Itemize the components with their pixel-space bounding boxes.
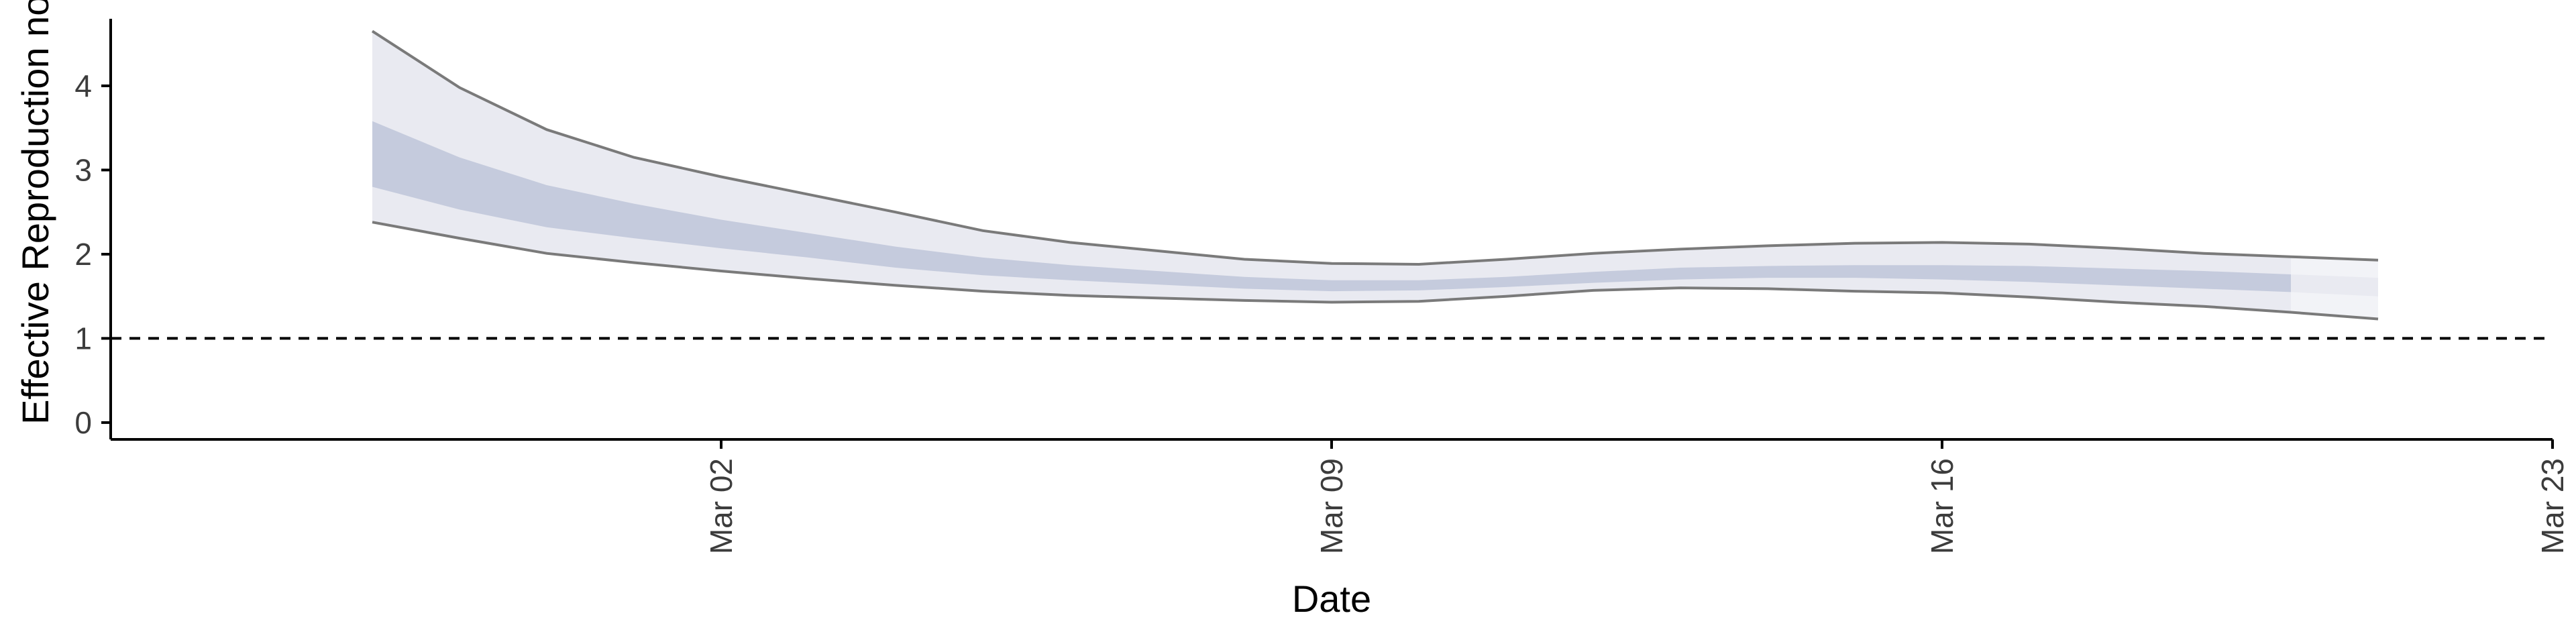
y-tick-label: 3 — [74, 152, 92, 187]
y-tick-label: 2 — [74, 237, 92, 272]
lower-bound-line — [372, 221, 2379, 321]
y-axis-ticks: 0 1 2 3 4 — [74, 68, 111, 440]
y-axis-title: Effective Reproduction no. — [14, 0, 56, 425]
x-tick-label: Mar 02 — [704, 458, 739, 554]
x-tick-label: Mar 16 — [1925, 458, 1960, 554]
y-tick-label: 0 — [74, 405, 92, 440]
interval-bound-lines — [371, 30, 2379, 321]
x-axis-ticks: Mar 02 Mar 09 Mar 16 Mar 23 — [704, 439, 2570, 554]
upper-bound-line — [371, 30, 2379, 266]
x-tick-label: Mar 09 — [1314, 458, 1349, 554]
x-tick-label: Mar 23 — [2535, 458, 2570, 554]
y-tick-label: 4 — [74, 68, 92, 103]
inner-interval-band-faded — [2291, 274, 2378, 297]
y-tick-label: 1 — [74, 321, 92, 356]
x-axis-title: Date — [1292, 578, 1371, 620]
inner-interval-band — [372, 121, 2291, 292]
credible-interval-bands — [372, 31, 2378, 319]
